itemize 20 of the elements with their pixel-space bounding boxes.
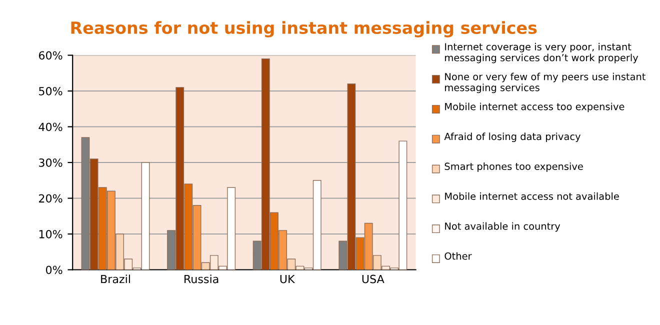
y-tick-label: 0% bbox=[46, 266, 62, 274]
legend-label: Other bbox=[444, 252, 472, 260]
legend-label: Not available in country bbox=[445, 222, 560, 232]
y-tick-label: 20% bbox=[38, 194, 62, 203]
x-tick-label: Brazil bbox=[101, 274, 130, 284]
legend-label: Mobile internet access not available bbox=[445, 192, 619, 200]
y-tick-label: 50% bbox=[39, 86, 62, 96]
x-tick-label: UK bbox=[280, 274, 296, 284]
x-tick-label: Russia bbox=[184, 274, 218, 284]
legend-label: Internet coverage is very poor, instant messaging services don’t work properly bbox=[445, 42, 638, 64]
y-tick-label: 30% bbox=[39, 158, 62, 167]
y-tick-label: 40% bbox=[38, 122, 62, 132]
x-tick-label: USA bbox=[362, 274, 384, 284]
y-tick-label: 10% bbox=[39, 230, 62, 238]
legend-label: Mobile internet access too expensive bbox=[445, 102, 624, 112]
y-tick-label: 60% bbox=[38, 51, 62, 60]
legend-label: Smart phones too expensive bbox=[444, 162, 583, 172]
legend-label: Afraid of losing data privacy bbox=[444, 132, 580, 142]
chart-title: Reasons for not using instant messaging services bbox=[71, 21, 537, 38]
legend-label: None or very few of my peers use instant messaging services bbox=[445, 72, 646, 94]
